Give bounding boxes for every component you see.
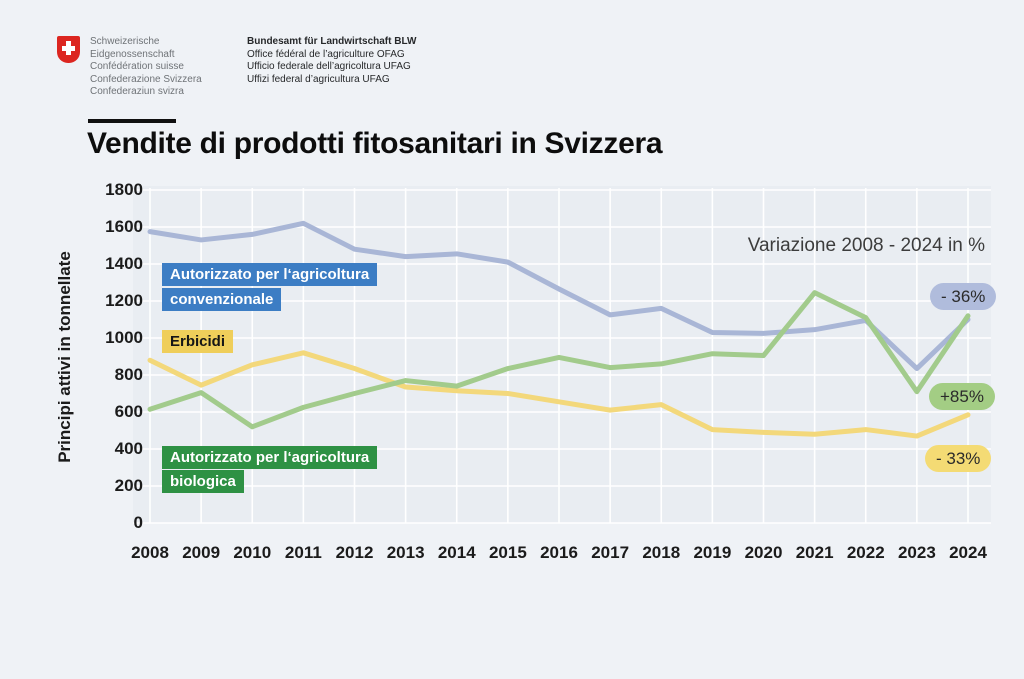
variation-badge-organic: +85% xyxy=(929,383,995,410)
office-line: Uffizi federal d’agricultura UFAG xyxy=(247,73,390,85)
variation-note: Variazione 2008 - 2024 in % xyxy=(747,235,985,256)
y-tick-label: 0 xyxy=(133,513,143,532)
swiss-cross-horizontal xyxy=(62,45,75,51)
y-tick-label: 1200 xyxy=(105,291,143,310)
confederation-line: Confédération suisse xyxy=(90,61,184,72)
x-tick-label: 2013 xyxy=(386,543,425,562)
y-tick-label: 400 xyxy=(114,439,143,458)
x-tick-label: 2019 xyxy=(693,543,732,562)
x-tick-label: 2014 xyxy=(437,543,476,562)
office-line: Office fédéral de l’agriculture OFAG xyxy=(247,48,405,60)
confederation-line: Schweizerische Eidgenossenschaft xyxy=(90,36,175,60)
series-label-conventional-line1: Autorizzato per l‘agricoltura xyxy=(162,263,378,286)
x-tick-label: 2020 xyxy=(744,543,783,562)
office-names: Bundesamt für Landwirtschaft BLW Office … xyxy=(247,36,416,86)
y-tick-label: 600 xyxy=(114,402,143,421)
x-tick-label: 2022 xyxy=(846,543,885,562)
variation-badge-conventional: - 36% xyxy=(930,283,997,310)
x-tick-label: 2012 xyxy=(335,543,374,562)
series-label-herbicides: Erbicidi xyxy=(162,330,234,353)
confederation-line: Confederazione Svizzera xyxy=(90,73,202,85)
x-tick-label: 2015 xyxy=(488,543,527,562)
variation-badge-herbicides: - 33% xyxy=(925,445,992,472)
x-tick-label: 2017 xyxy=(591,543,630,562)
y-tick-label: 1600 xyxy=(105,217,143,236)
series-line-erbicidi xyxy=(147,350,971,439)
x-tick-label: 2009 xyxy=(182,543,221,562)
office-line: Ufficio federale dell’agricoltura UFAG xyxy=(247,61,411,72)
y-tick-label: 1800 xyxy=(105,180,143,199)
series-line-biologica xyxy=(147,290,971,430)
page-title: Vendite di prodotti fitosanitari in Sviz… xyxy=(87,127,663,160)
y-tick-label: 1000 xyxy=(105,328,143,347)
x-tick-label: 2010 xyxy=(233,543,272,562)
series-label-organic-line2: biologica xyxy=(162,470,244,493)
series-line-convenzionale xyxy=(147,220,971,372)
x-tick-label: 2023 xyxy=(897,543,936,562)
series-label-conventional-line2: convenzionale xyxy=(162,288,282,311)
x-tick-label: 2011 xyxy=(284,543,322,562)
y-axis-title: Principi attivi in tonnellate xyxy=(55,251,74,463)
x-tick-label: 2018 xyxy=(642,543,681,562)
y-tick-label: 800 xyxy=(114,365,143,384)
confederation-line: Confederaziun svizra xyxy=(90,86,184,97)
series-label-organic-line1: Autorizzato per l‘agricoltura xyxy=(162,446,378,469)
swiss-coat-of-arms-icon xyxy=(57,36,80,63)
y-tick-label: 1400 xyxy=(105,254,143,273)
x-tick-label: 2016 xyxy=(540,543,578,562)
x-tick-label: 2008 xyxy=(131,543,169,562)
x-tick-label: 2021 xyxy=(795,543,834,562)
x-tick-label: 2024 xyxy=(949,543,987,562)
federal-header: Schweizerische Eidgenossenschaft Confédé… xyxy=(57,36,416,99)
confederation-names: Schweizerische Eidgenossenschaft Confédé… xyxy=(90,36,245,99)
title-dash xyxy=(88,119,176,123)
office-line: Bundesamt für Landwirtschaft BLW xyxy=(247,36,417,47)
y-tick-label: 200 xyxy=(114,476,143,495)
